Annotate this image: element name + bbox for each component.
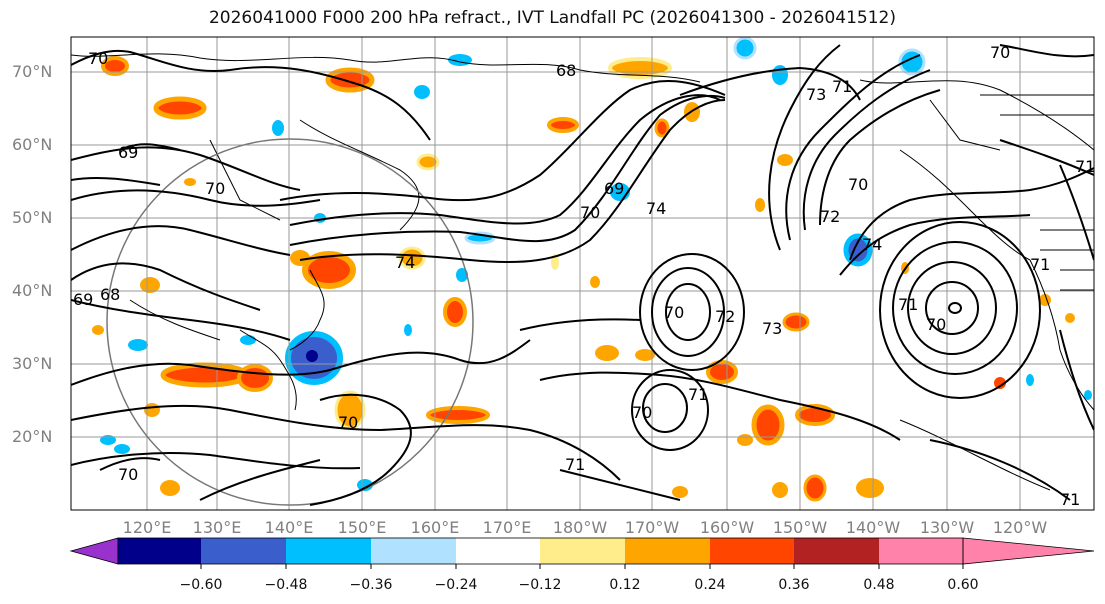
contour-label: 70 [338, 413, 358, 432]
colorbar-segment [794, 538, 879, 564]
contour-label: 69 [604, 179, 624, 198]
contour-label: 73 [762, 319, 782, 338]
colorbar-segment [710, 538, 794, 564]
contour-label: 71 [688, 385, 708, 404]
contour-label: 69 [118, 143, 138, 162]
colorbar-tick-label: 0.12 [609, 577, 641, 593]
contour-label: 71 [1030, 255, 1050, 274]
contour-label: 74 [395, 253, 415, 272]
contour-label: 70 [848, 175, 868, 194]
colorbar-tick-label: 0.60 [947, 577, 979, 593]
lat-label: 70°N [12, 62, 53, 81]
contour-label: 70 [990, 43, 1010, 62]
colorbar-tick-label: −0.48 [264, 577, 308, 593]
contour-label: 71 [898, 295, 918, 314]
contour-label: 73 [806, 85, 826, 104]
colorbar-tick-label: 0.36 [778, 577, 810, 593]
coastlines [71, 53, 1094, 491]
contour-label: 74 [646, 199, 666, 218]
lat-label: 40°N [12, 281, 53, 300]
lon-label: 150°E [337, 518, 387, 537]
contour-label: 71 [1075, 157, 1095, 176]
colorbar [69, 537, 1095, 569]
lon-label: 150°W [772, 518, 828, 537]
colorbar-segment [625, 538, 710, 564]
colorbar-tick-label: −0.60 [179, 577, 223, 593]
lat-lon-grid [71, 37, 1094, 510]
colorbar-tick-label: −0.12 [518, 577, 562, 593]
colorbar-tick-label: 0.24 [694, 577, 726, 593]
lon-label: 130°W [919, 518, 975, 537]
colorbar-extend-max [962, 537, 1095, 565]
contour-label: 74 [862, 235, 882, 254]
lon-label: 130°E [192, 518, 242, 537]
contour-label: 70 [926, 315, 946, 334]
lon-label: 170°E [482, 518, 532, 537]
positive-anomaly-shading [92, 56, 1075, 502]
lon-label: 120°E [122, 518, 172, 537]
colorbar-tick-label: −0.36 [349, 577, 393, 593]
colorbar-extend-min [69, 537, 119, 565]
contour-label-layer: 70 69 68 70 73 71 70 71 69 70 74 70 72 7… [73, 43, 1095, 509]
refractivity-contours [71, 44, 1094, 506]
contour-label: 71 [565, 455, 585, 474]
contour-label: 70 [205, 179, 225, 198]
contour-label: 68 [556, 61, 576, 80]
lat-label: 30°N [12, 354, 53, 373]
contour-label: 70 [632, 403, 652, 422]
contour-label: 70 [580, 203, 600, 222]
colorbar-tick-label: −0.24 [434, 577, 478, 593]
contour-label: 71 [1060, 490, 1080, 509]
radius-circle [106, 138, 474, 506]
lon-label: 160°W [699, 518, 755, 537]
negative-anomaly-shading [100, 37, 1092, 491]
colorbar-segment [118, 538, 201, 564]
contour-label: 69 [73, 290, 93, 309]
contour-label: 68 [100, 285, 120, 304]
lon-label: 120°W [992, 518, 1048, 537]
contour-label: 70 [664, 303, 684, 322]
lon-label: 170°W [624, 518, 680, 537]
plot-frame [70, 36, 1095, 511]
map-title: 2026041000 F000 200 hPa refract., IVT La… [208, 8, 896, 28]
contour-label: 71 [832, 77, 852, 96]
lat-label: 60°N [12, 135, 53, 154]
contour-label: 72 [715, 307, 735, 326]
lon-label: 140°W [845, 518, 901, 537]
colorbar-segment [456, 538, 540, 564]
colorbar-segment [286, 538, 371, 564]
lat-label: 50°N [12, 208, 53, 227]
colorbar-segment [540, 538, 625, 564]
colorbar-segment [879, 538, 963, 564]
lon-label: 160°E [410, 518, 460, 537]
lat-label: 20°N [12, 427, 53, 446]
colorbar-segment [201, 538, 286, 564]
contour-label: 70 [88, 49, 108, 68]
colorbar-tick-label: 0.48 [863, 577, 895, 593]
lon-label: 140°E [264, 518, 314, 537]
contour-label: 72 [820, 207, 840, 226]
colorbar-segment [371, 538, 456, 564]
contour-label: 70 [118, 465, 138, 484]
lon-label: 180°W [552, 518, 608, 537]
